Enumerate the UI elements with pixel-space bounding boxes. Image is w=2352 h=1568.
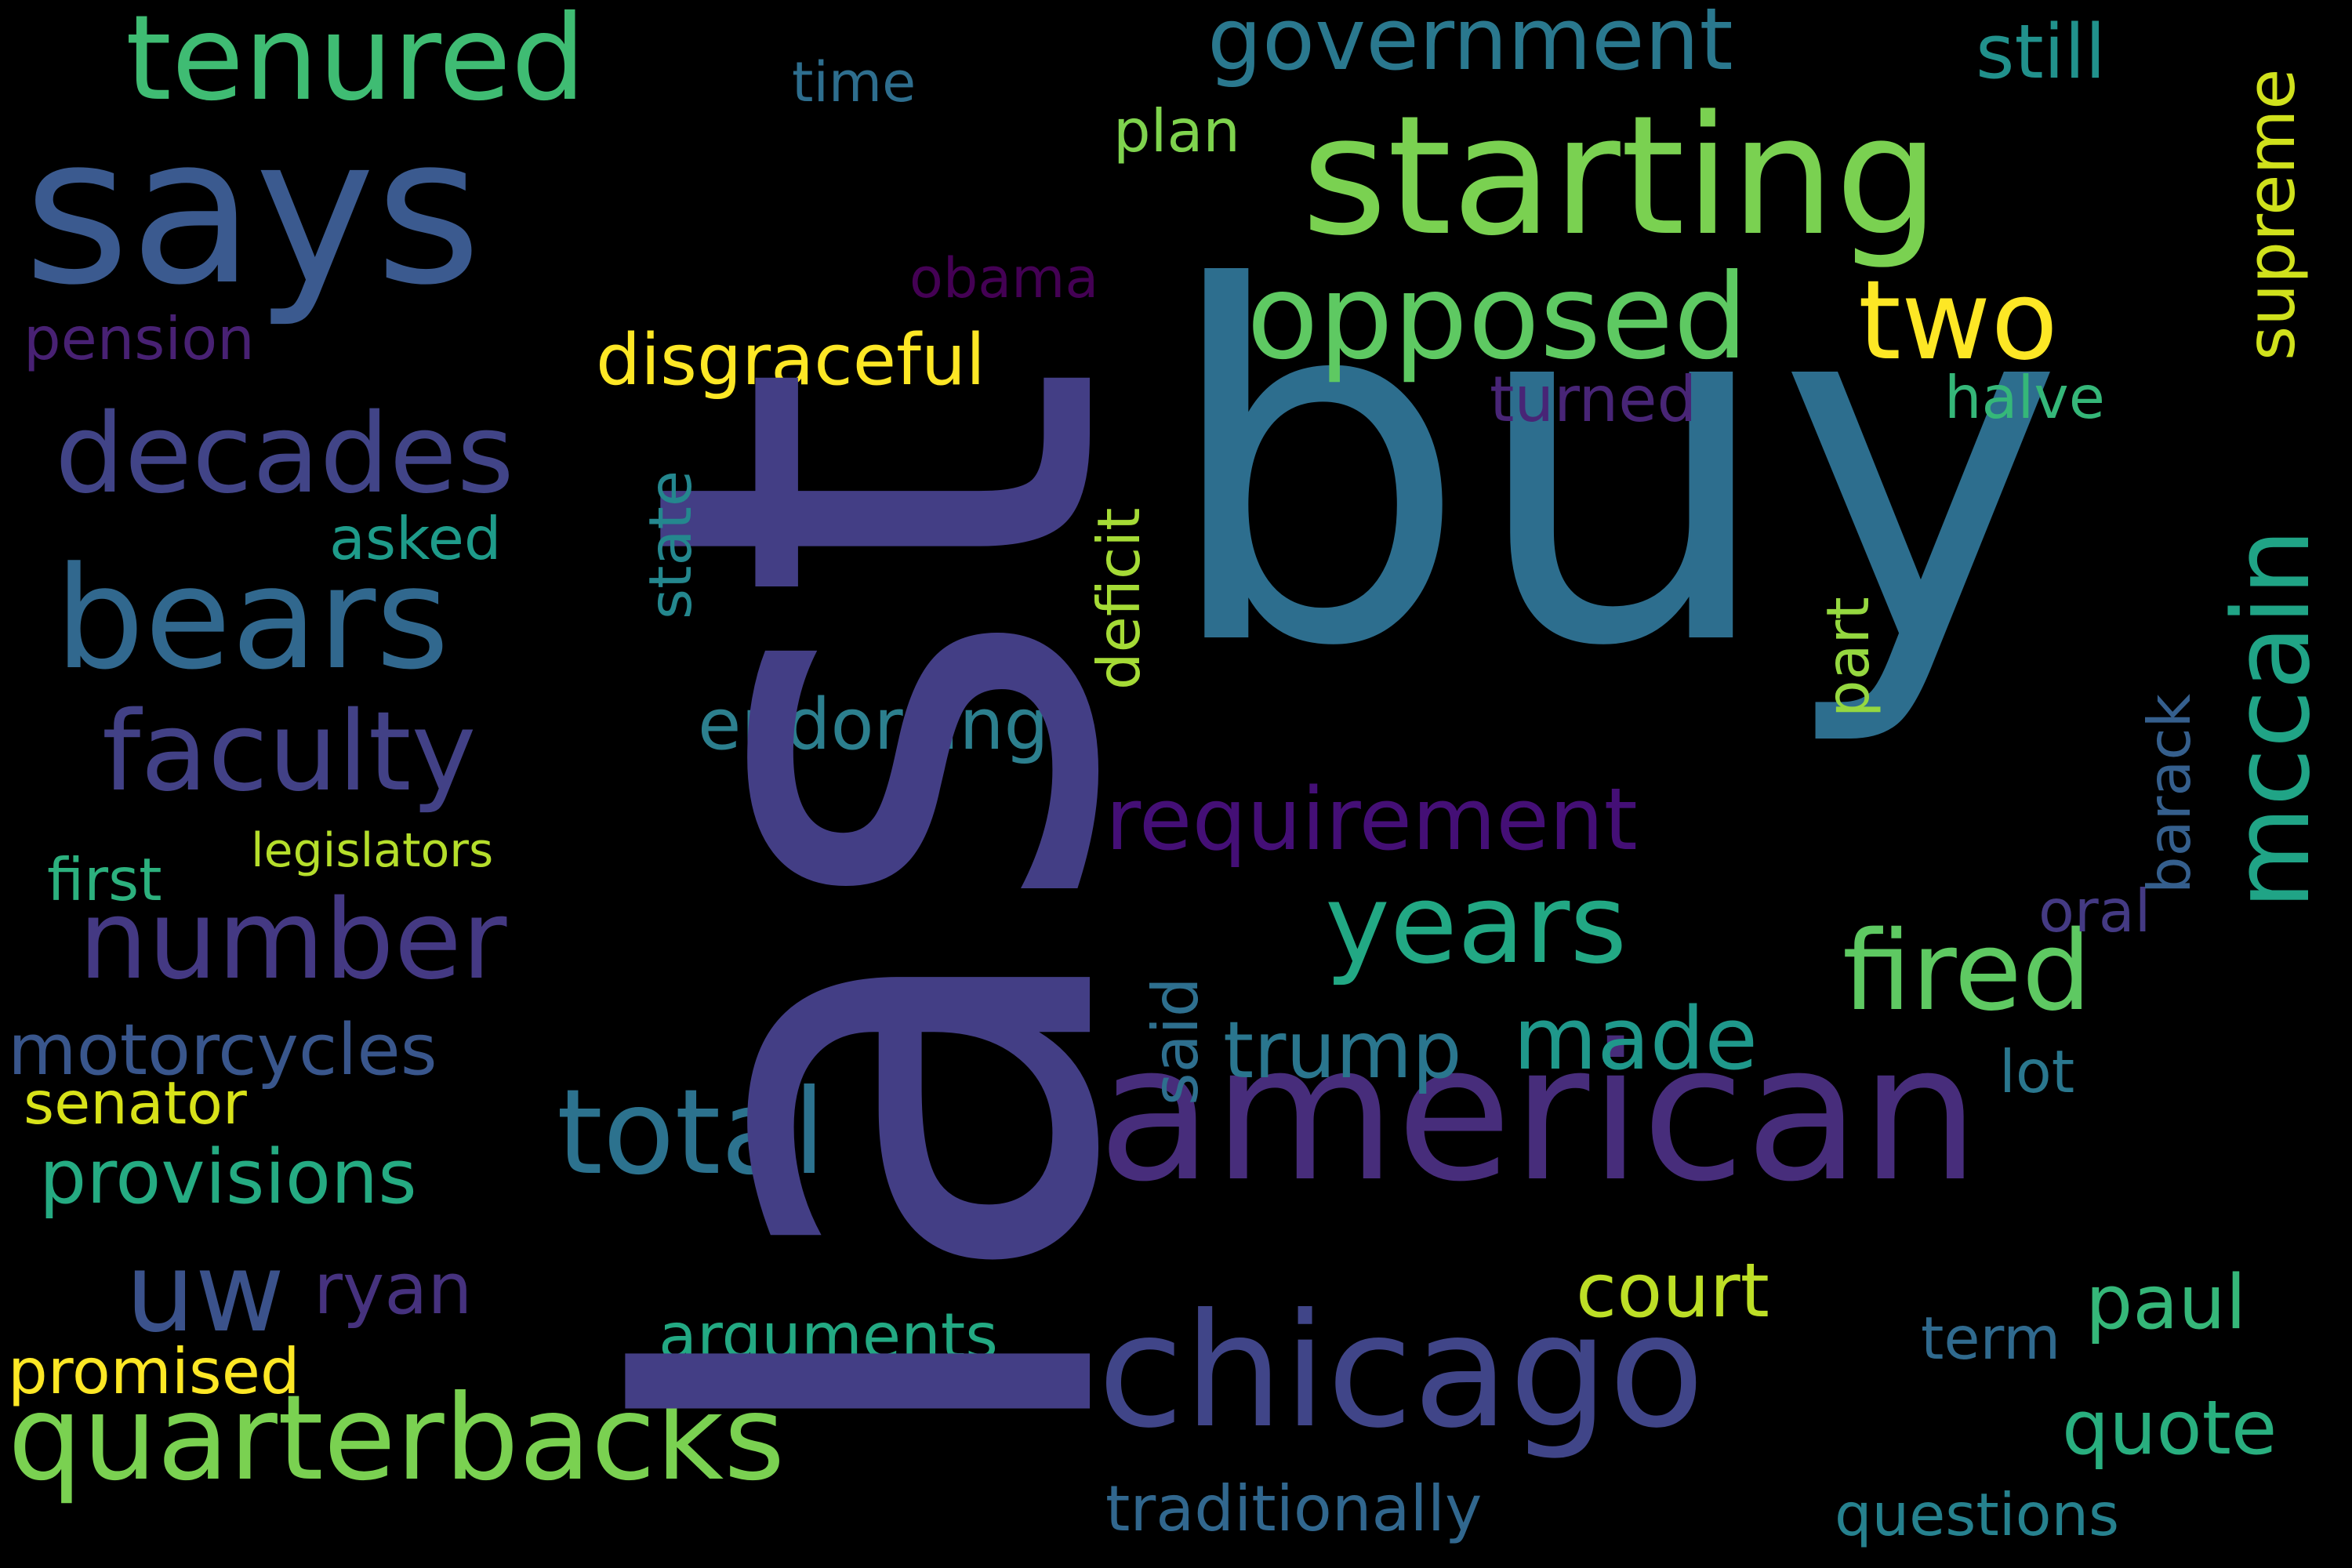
- word-arguments: arguments: [659, 1300, 998, 1373]
- word-court: court: [1576, 1248, 1769, 1334]
- word-ryan: ryan: [314, 1248, 473, 1330]
- word-requirement: requirement: [1105, 769, 1638, 869]
- word-opposed: opposed: [1247, 249, 1748, 386]
- word-faculty: faculty: [102, 688, 477, 816]
- word-made: made: [1513, 989, 1759, 1089]
- word-quote: quote: [2062, 1385, 2278, 1472]
- word-tenured: tenured: [125, 0, 586, 127]
- word-turned: turned: [1490, 363, 1697, 436]
- word-barack: barack: [2135, 693, 2204, 894]
- word-asked: asked: [329, 504, 502, 573]
- word-legislators: legislators: [251, 823, 494, 878]
- word-first: first: [47, 845, 162, 914]
- word-american: american: [1098, 1004, 1980, 1223]
- word-promised: promised: [8, 1335, 300, 1408]
- word-quarterbacks: quarterbacks: [8, 1370, 786, 1507]
- word-decades: decades: [55, 390, 514, 518]
- word-deficit: deficit: [1084, 507, 1153, 690]
- word-mccain: mccain: [2210, 528, 2333, 909]
- word-bears: bears: [55, 537, 450, 701]
- word-starting: starting: [1301, 80, 1940, 272]
- word-government: government: [1207, 0, 1733, 89]
- word-said: said: [1139, 977, 1212, 1105]
- word-pension: pension: [24, 304, 255, 373]
- word-lot: lot: [1999, 1037, 2075, 1106]
- word-uw: uw: [125, 1229, 285, 1357]
- word-still: still: [1976, 9, 2106, 96]
- word-disgraceful: disgraceful: [596, 319, 985, 401]
- word-says: says: [24, 93, 482, 330]
- word-two: two: [1858, 257, 2059, 385]
- word-years: years: [1325, 861, 1628, 989]
- word-chicago: chicago: [1098, 1280, 1705, 1463]
- word-state: state: [636, 470, 705, 619]
- word-plan: plan: [1113, 96, 1240, 165]
- word-trump: trump: [1223, 1004, 1462, 1096]
- word-traditionally: traditionally: [1105, 1472, 1483, 1545]
- word-senator: senator: [24, 1069, 247, 1138]
- word-buy: buy: [1160, 187, 2065, 753]
- word-halve: halve: [1944, 363, 2105, 432]
- word-number: number: [78, 877, 507, 1004]
- word-provisions: provisions: [39, 1134, 417, 1221]
- word-paul: paul: [2085, 1260, 2247, 1346]
- word-part: part: [1813, 597, 1882, 717]
- word-total: total: [557, 1065, 826, 1201]
- word-questions: questions: [1835, 1480, 2120, 1549]
- word-fired: fired: [1842, 908, 2092, 1036]
- word-supreme: supreme: [2233, 68, 2310, 361]
- word-obama: obama: [909, 246, 1099, 310]
- word-time: time: [792, 50, 916, 114]
- word-endorsing: endorsing: [698, 684, 1049, 766]
- word-oral: oral: [2038, 877, 2151, 946]
- word-motorcycles: motorcycles: [8, 1009, 437, 1091]
- word-term: term: [1921, 1304, 2061, 1373]
